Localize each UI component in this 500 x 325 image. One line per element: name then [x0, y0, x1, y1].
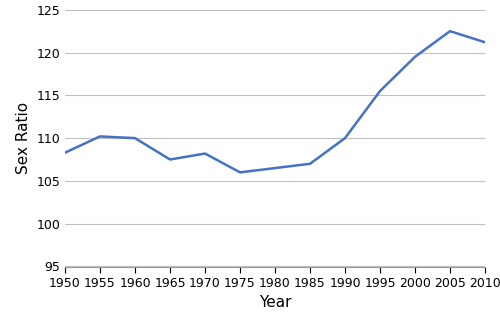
X-axis label: Year: Year	[259, 295, 291, 310]
Y-axis label: Sex Ratio: Sex Ratio	[16, 102, 30, 174]
